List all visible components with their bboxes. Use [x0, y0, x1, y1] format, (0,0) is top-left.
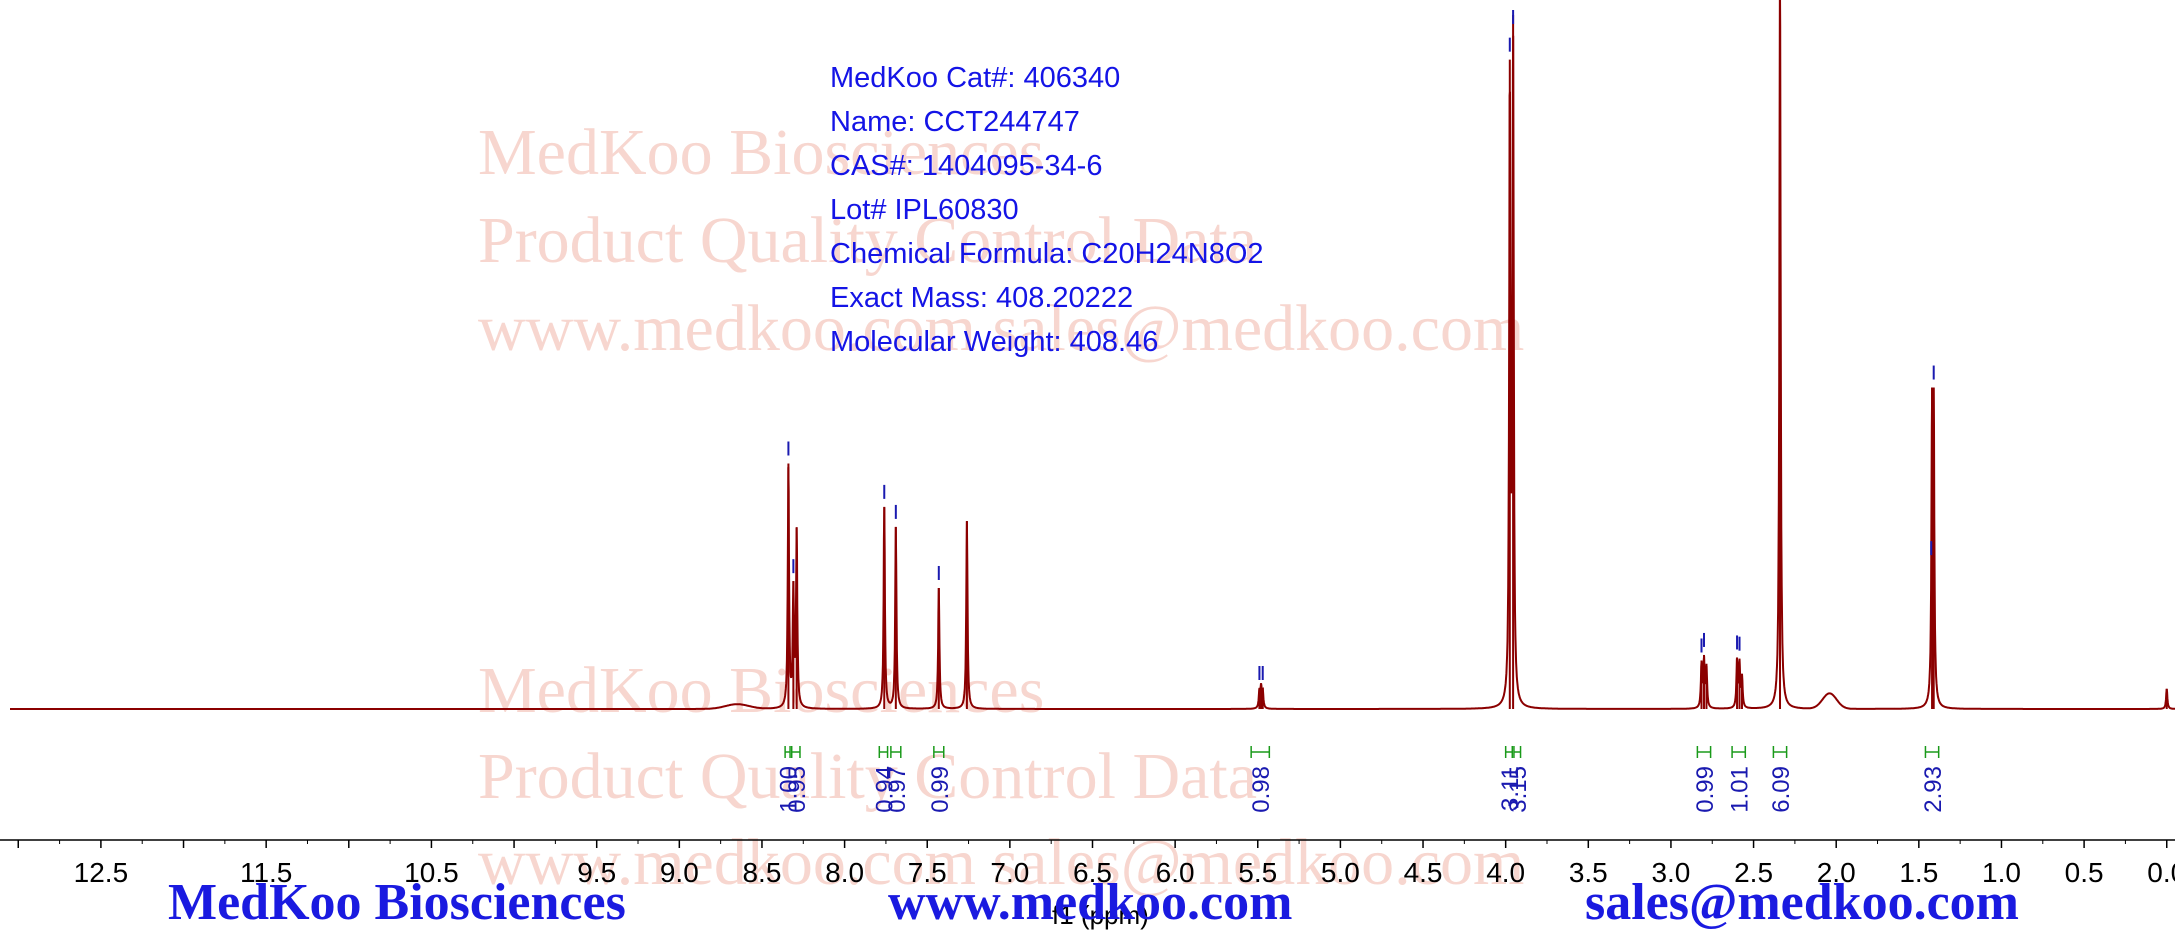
- x-tick-label: 3.0: [1651, 857, 1690, 888]
- x-tick-label: 7.5: [908, 857, 947, 888]
- watermark-subtitle-lower: Product Quality Control Data: [478, 740, 1258, 813]
- integral-value: 0.98: [1248, 766, 1275, 813]
- x-tick-label: 4.5: [1404, 857, 1443, 888]
- x-tick-label: 9.0: [660, 857, 699, 888]
- x-tick-label: 7.0: [990, 857, 1029, 888]
- integral-value: 3.15: [1505, 766, 1532, 813]
- x-tick-label: 5.0: [1321, 857, 1360, 888]
- x-tick-label: 2.0: [1817, 857, 1856, 888]
- x-tick-label: 3.5: [1569, 857, 1608, 888]
- chemical-formula: Chemical Formula: C20H24N8O2: [830, 238, 1264, 270]
- x-tick-label: 6.0: [1156, 857, 1195, 888]
- x-tick-label: 0.0: [2147, 857, 2175, 888]
- x-axis-label: f1 (ppm): [1052, 900, 1149, 930]
- spectrum-trace: [10, 0, 2175, 710]
- x-tick-label: 12.5: [74, 857, 129, 888]
- watermark-company-lower: MedKoo Biosciences: [478, 654, 1045, 727]
- integral-layer: 1.000.95 0.940.97 0.99 0.98 3.113.15 0.99 1.01…: [776, 746, 1947, 813]
- x-tick-label: 8.5: [742, 857, 781, 888]
- cas-number: CAS#: 1404095-34-6: [830, 150, 1103, 182]
- exact-mass: Exact Mass: 408.20222: [830, 282, 1134, 314]
- x-tick-label: 8.0: [825, 857, 864, 888]
- x-tick-label: 5.5: [1238, 857, 1277, 888]
- watermark-subtitle: Product Quality Control Data: [478, 204, 1258, 277]
- footer-company: MedKoo Biosciences: [168, 874, 626, 931]
- x-tick-label: 6.5: [1073, 857, 1112, 888]
- integral-value: 0.99: [927, 766, 954, 813]
- x-tick-label: 10.5: [404, 857, 459, 888]
- x-tick-label: 9.5: [577, 857, 616, 888]
- peak-marker-layer: [787, 10, 1935, 681]
- molecular-weight: Molecular Weight: 408.46: [830, 326, 1159, 358]
- spectrum-layer: [10, 0, 2175, 710]
- integral-value: 0.94: [871, 766, 898, 813]
- x-tick-label: 11.5: [240, 857, 292, 888]
- compound-name: Name: CCT244747: [830, 106, 1080, 138]
- footer-website: www.medkoo.com: [888, 874, 1293, 931]
- x-tick-label: 0.5: [2065, 857, 2104, 888]
- watermark-company: MedKoo Biosciences: [478, 116, 1045, 189]
- x-tick-label: 2.5: [1734, 857, 1773, 888]
- footer-email: sales@medkoo.com: [1585, 874, 2020, 931]
- integral-value: 0.95: [784, 766, 811, 813]
- watermark-contact: www.medkoo.com sales@medkoo.com: [478, 292, 1525, 365]
- integral-value: 2.93: [1920, 766, 1947, 813]
- integral-value: 1.00: [776, 766, 803, 813]
- integral-value: 6.09: [1768, 766, 1795, 813]
- integral-value: 1.01: [1727, 766, 1754, 813]
- x-axis: 12.5 11.5 10.5 9.5 9.0 8.5 8.0 7.5 7.0 6.5 6.0 5.5 5…: [0, 839, 2175, 888]
- x-tick-label: 1.0: [1982, 857, 2021, 888]
- integral-value: 3.11: [1497, 766, 1524, 811]
- catalog-number: MedKoo Cat#: 406340: [830, 62, 1121, 94]
- lot-number: Lot# IPL60830: [830, 194, 1019, 226]
- integral-value: 0.99: [1692, 766, 1719, 813]
- integral-value: 0.97: [884, 766, 911, 813]
- x-tick-label: 1.5: [1899, 857, 1938, 888]
- x-tick-label: 4.0: [1486, 857, 1525, 888]
